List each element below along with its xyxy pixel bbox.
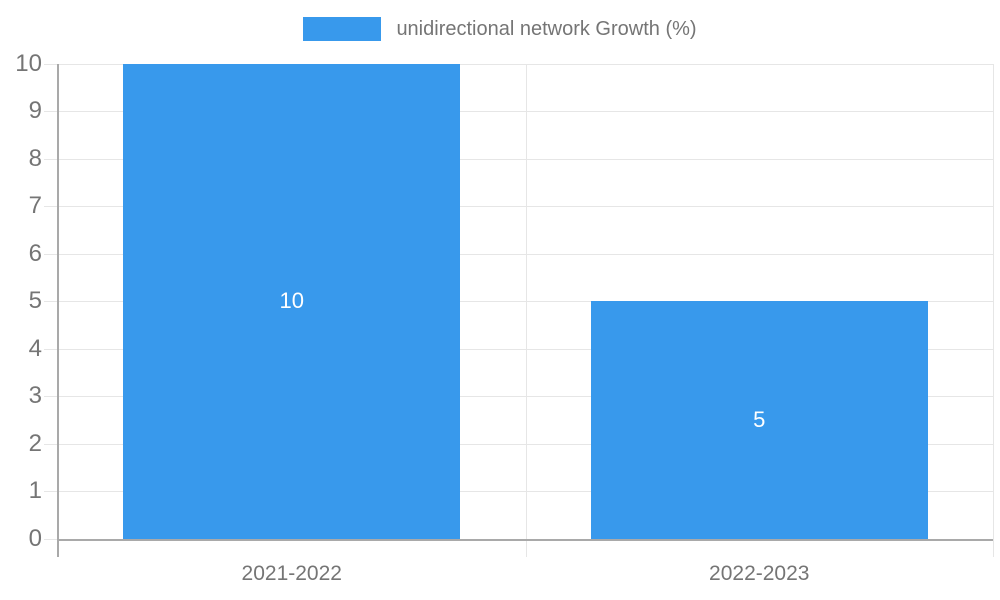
y-axis-tick <box>44 443 58 445</box>
y-tick-label: 5 <box>28 287 42 315</box>
x-tick-label: 2022-2023 <box>709 562 810 585</box>
bar-value-label: 5 <box>753 407 766 433</box>
bar-2021-2022[interactable] <box>123 63 461 539</box>
y-tick-label: 7 <box>28 192 42 220</box>
y-axis-tick <box>44 301 58 303</box>
y-tick-label: 3 <box>28 382 42 410</box>
bar-2022-2023[interactable] <box>590 301 928 539</box>
y-axis-tick <box>44 63 58 65</box>
y-tick-label: 10 <box>15 49 42 77</box>
legend-label: unidirectional network Growth (%) <box>396 17 697 40</box>
y-tick-label: 6 <box>28 239 42 267</box>
y-tick-label: 9 <box>28 97 42 125</box>
y-axis-line <box>57 63 59 557</box>
x-axis-line <box>58 539 993 541</box>
legend-swatch <box>303 17 382 41</box>
x-gridline <box>993 63 994 557</box>
y-tick-label: 1 <box>28 477 42 505</box>
y-axis-tick <box>44 396 58 398</box>
y-tick-label: 0 <box>28 525 42 552</box>
x-gridline <box>525 63 527 557</box>
legend[interactable]: unidirectional network Growth (%) <box>0 17 1000 41</box>
y-tick-label: 4 <box>28 334 42 362</box>
y-axis-tick <box>44 111 58 113</box>
y-tick-label: 2 <box>28 429 42 457</box>
y-axis-tick <box>44 539 58 540</box>
x-tick-label: 2021-2022 <box>241 562 342 585</box>
y-axis-tick <box>44 491 58 493</box>
y-axis-tick <box>44 158 58 160</box>
y-axis-tick <box>44 348 58 350</box>
y-axis-tick <box>44 206 58 208</box>
bar-value-label: 10 <box>279 288 304 314</box>
y-tick-label: 8 <box>28 144 42 172</box>
y-axis-tick <box>44 253 58 255</box>
